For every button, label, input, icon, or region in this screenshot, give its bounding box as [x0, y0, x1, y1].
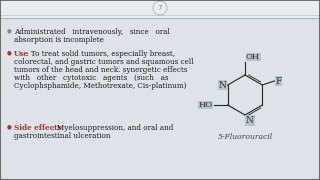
Text: ●: ●: [7, 124, 12, 129]
FancyBboxPatch shape: [0, 0, 320, 18]
Text: 5-Fluorouracil: 5-Fluorouracil: [217, 133, 273, 141]
Text: : To treat solid tumors, especially breast,: : To treat solid tumors, especially brea…: [26, 50, 174, 58]
Text: Administrated   intravenously,   since   oral: Administrated intravenously, since oral: [14, 28, 170, 36]
Text: ●: ●: [7, 28, 12, 33]
Text: N: N: [219, 80, 227, 89]
Text: with   other   cytotoxic   agents   (such   as: with other cytotoxic agents (such as: [14, 74, 169, 82]
Text: : Myelosuppression, and oral and: : Myelosuppression, and oral and: [52, 124, 173, 132]
Text: ●: ●: [7, 50, 12, 55]
Text: N: N: [246, 116, 254, 125]
Text: OH: OH: [246, 53, 260, 61]
Circle shape: [153, 1, 167, 15]
Text: colorectal, and gastric tumors and squamous cell: colorectal, and gastric tumors and squam…: [14, 58, 194, 66]
Text: Cyclophsphamide, Methotrexate, Cis-platinum): Cyclophsphamide, Methotrexate, Cis-plati…: [14, 82, 187, 90]
Text: gastrointestinal ulceration: gastrointestinal ulceration: [14, 132, 110, 140]
Text: HO: HO: [198, 101, 213, 109]
Text: F: F: [275, 76, 282, 86]
Text: absorption is incomplete: absorption is incomplete: [14, 36, 104, 44]
Text: Use: Use: [14, 50, 29, 58]
Text: tumors of the head and neck. synergetic effects: tumors of the head and neck. synergetic …: [14, 66, 188, 74]
Text: 7: 7: [158, 5, 162, 11]
Text: Side effects: Side effects: [14, 124, 61, 132]
